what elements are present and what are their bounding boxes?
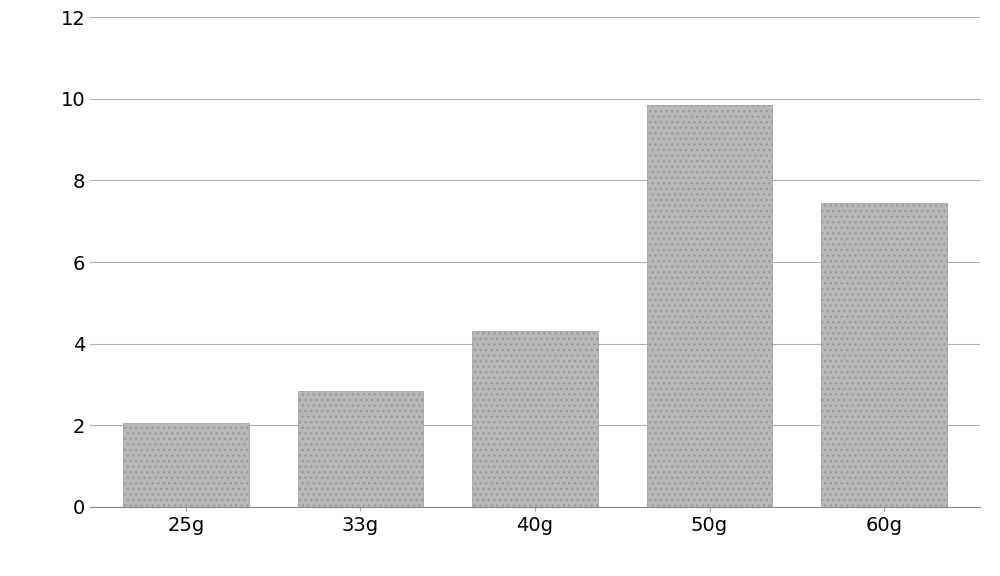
Bar [821, 203, 947, 507]
Bar [298, 391, 423, 507]
Bar [647, 105, 772, 507]
Bar [472, 331, 598, 507]
Bar [123, 423, 249, 507]
